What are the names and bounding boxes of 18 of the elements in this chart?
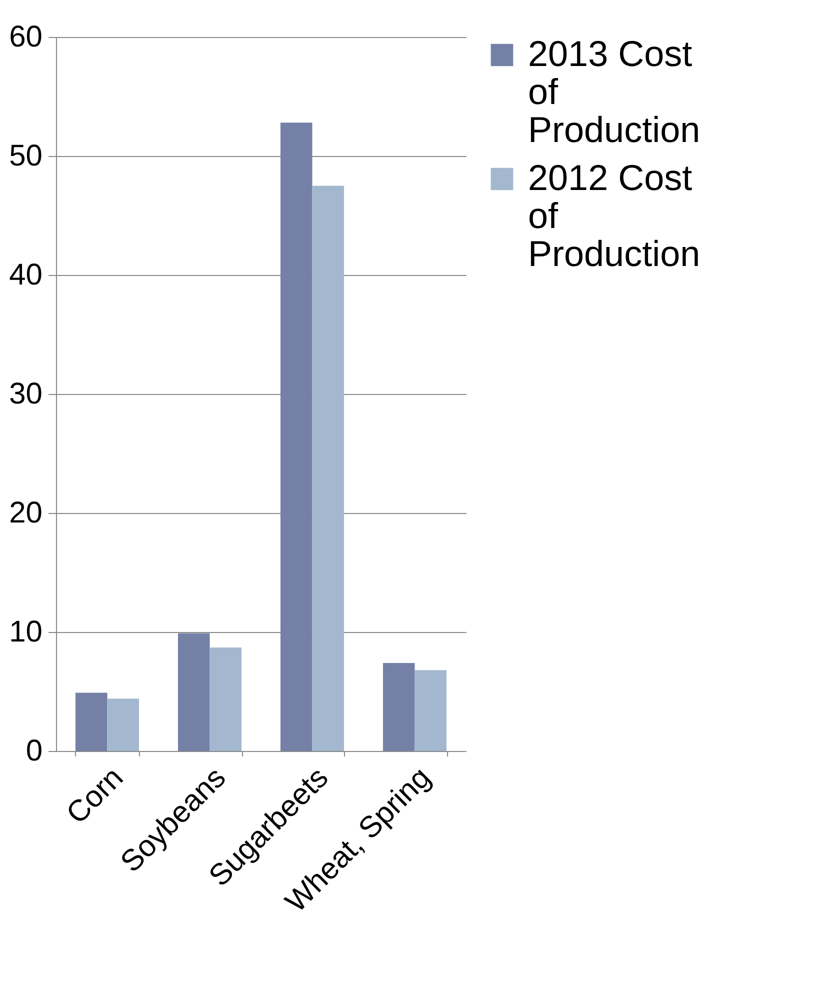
y-tick-label: 10 (9, 616, 42, 648)
y-tick-label: 50 (9, 140, 42, 172)
y-tick-label: 60 (9, 20, 42, 54)
bar (210, 647, 242, 751)
bar (107, 698, 140, 751)
legend-label: 2012 Cost of Production (528, 157, 700, 274)
bar (382, 662, 415, 751)
bar (280, 122, 312, 751)
x-tick-label: Corn (60, 761, 130, 830)
y-tick-label: 20 (9, 496, 42, 530)
y-tick-label: 40 (9, 258, 42, 292)
bar (312, 186, 344, 751)
bar (75, 692, 108, 751)
bar (178, 633, 210, 751)
y-tick-label: 30 (9, 378, 42, 410)
legend-label: 2013 Cost of Production (528, 33, 700, 150)
y-tick-label: 0 (26, 734, 42, 768)
bar (414, 670, 447, 751)
